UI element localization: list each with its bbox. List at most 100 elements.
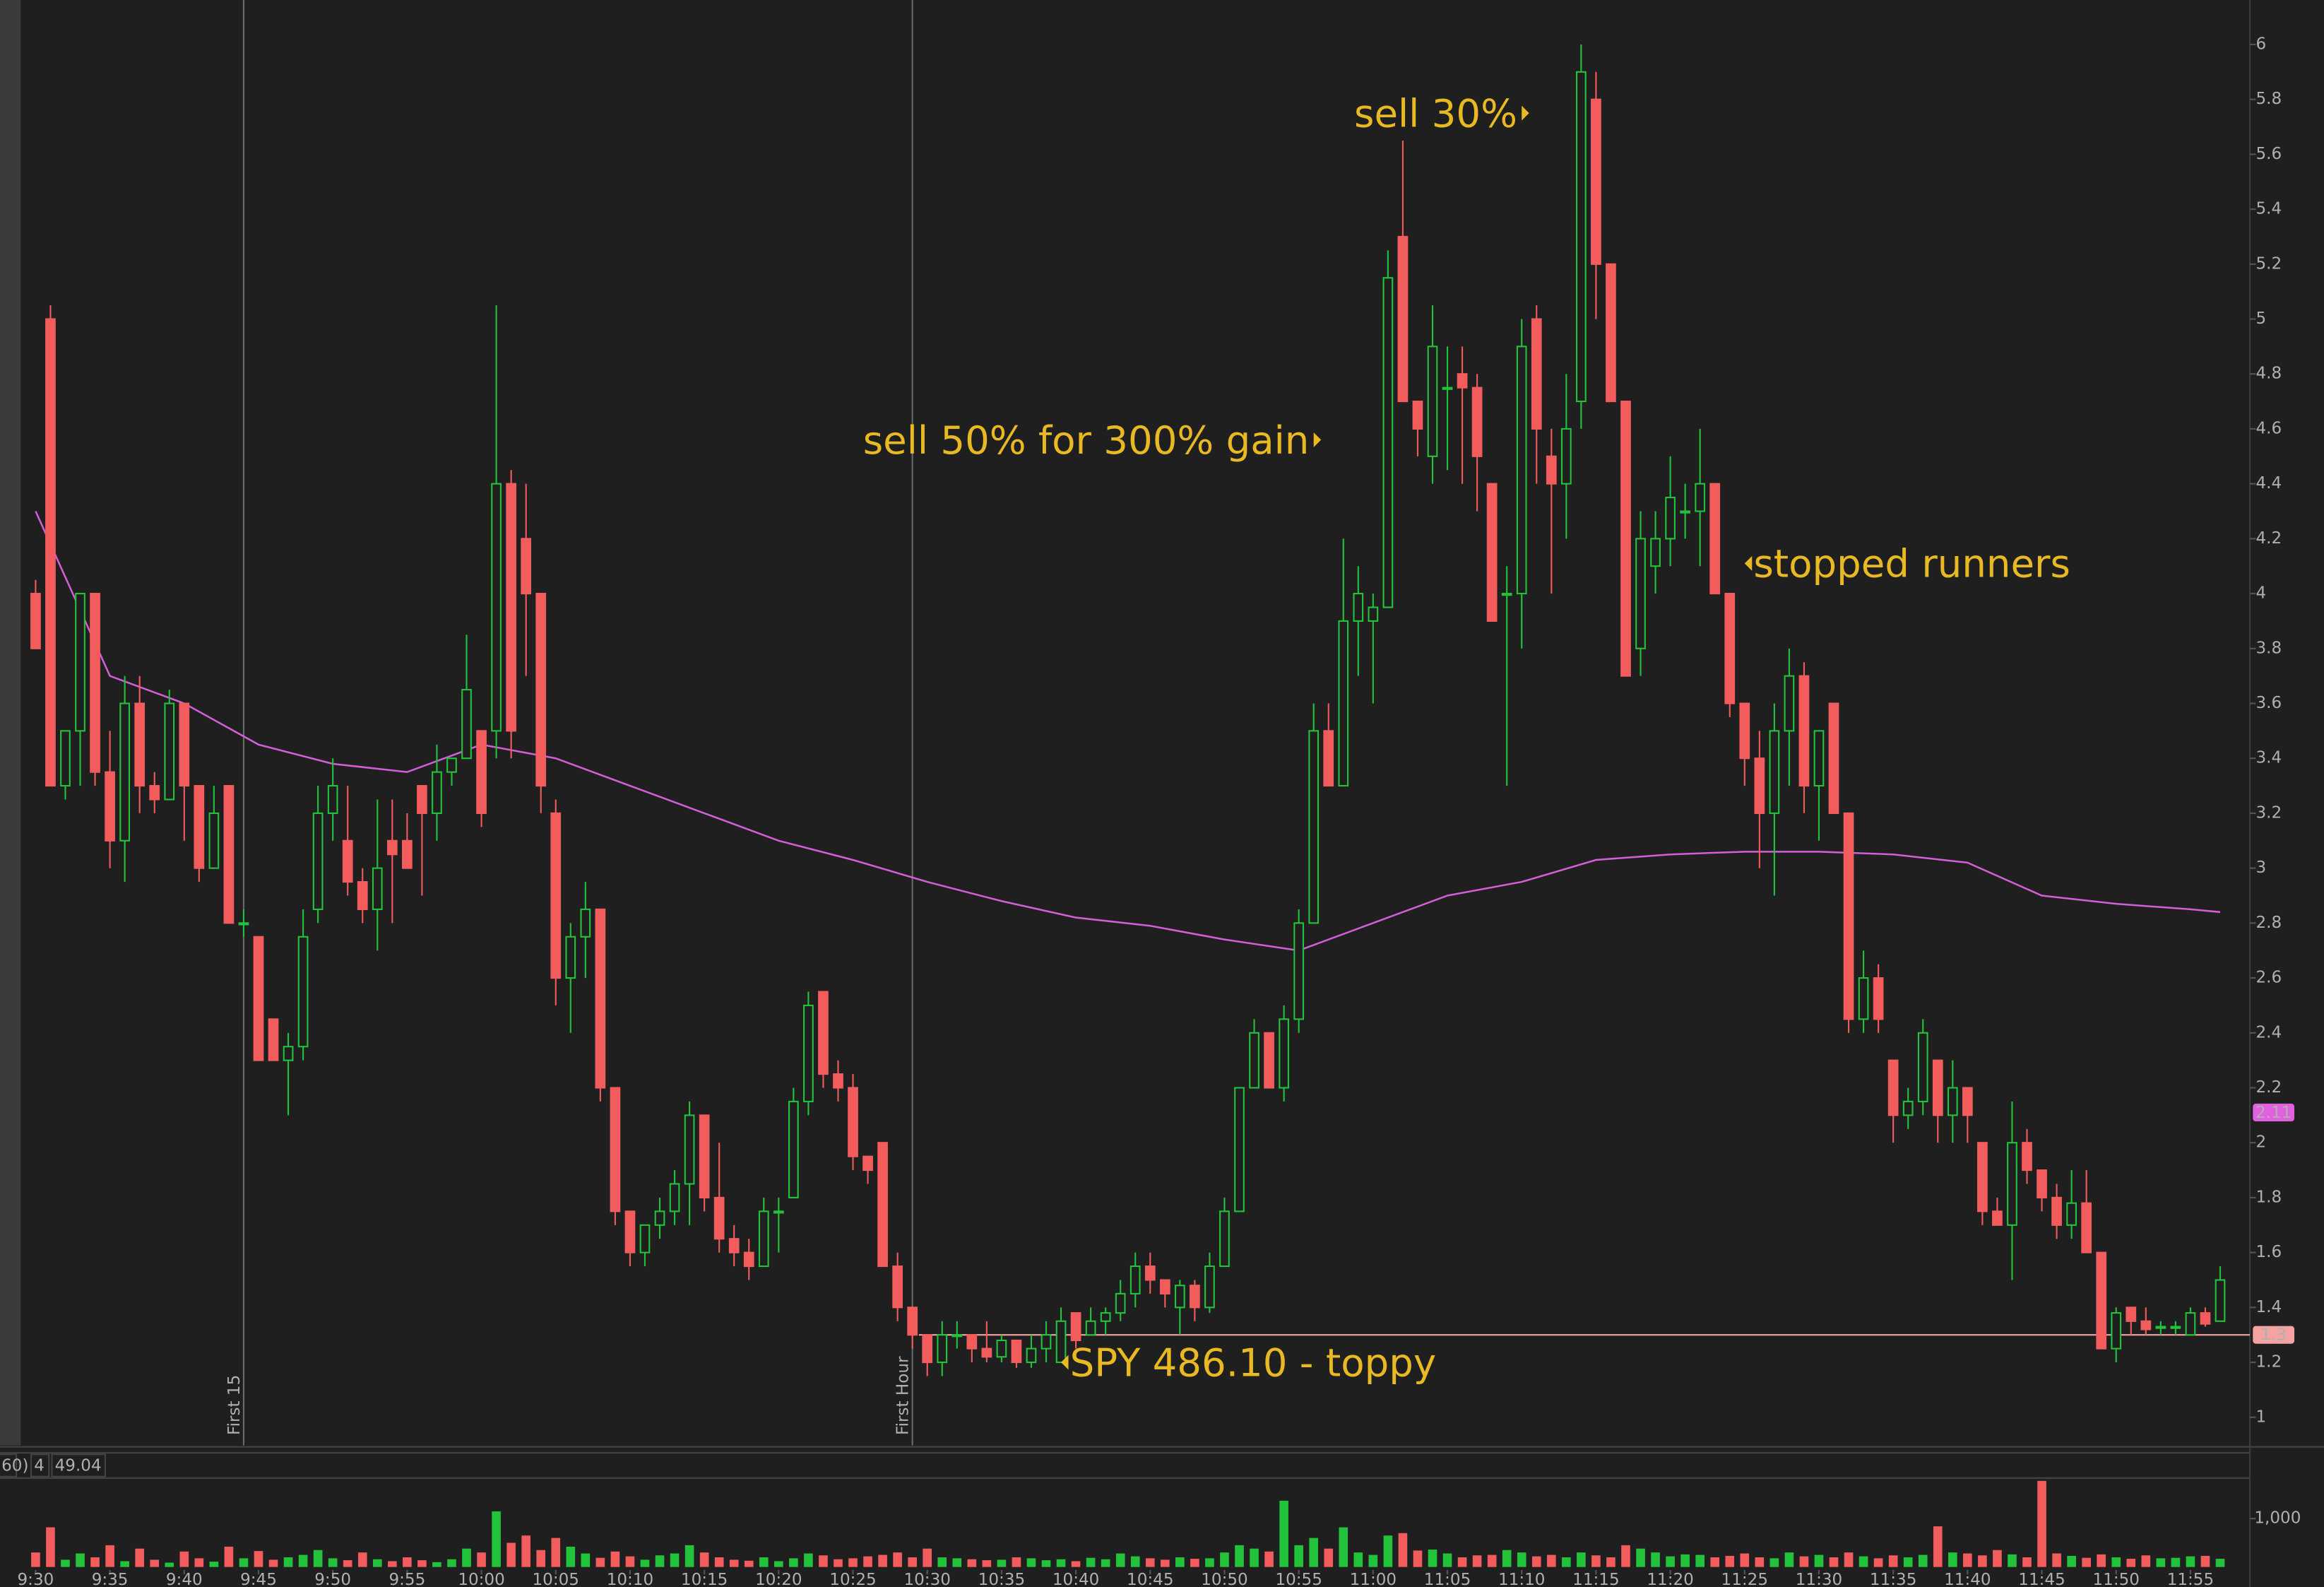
- volume-bar: [1978, 1555, 1987, 1567]
- volume-bar: [1755, 1557, 1765, 1567]
- volume-bar: [477, 1552, 486, 1567]
- candle-body: [1591, 98, 1601, 265]
- candle-body: [2140, 1320, 2152, 1331]
- candle-body: [1858, 977, 1869, 1020]
- candle-body: [30, 593, 41, 649]
- candle-body: [1902, 1100, 1914, 1116]
- volume-bar: [1621, 1545, 1630, 1567]
- candle-body: [417, 785, 427, 814]
- candle-body: [1843, 812, 1854, 1020]
- volume-bar: [1844, 1552, 1854, 1567]
- volume-bar: [1740, 1553, 1750, 1567]
- volume-bar: [1517, 1552, 1526, 1567]
- volume-bar: [254, 1551, 263, 1567]
- candle-body: [1680, 510, 1691, 514]
- volume-bar: [1546, 1554, 1556, 1567]
- candle-body: [1427, 346, 1438, 457]
- volume-bar: [1294, 1545, 1303, 1567]
- volume-bar: [492, 1511, 501, 1567]
- candle-body: [1159, 1279, 1170, 1294]
- volume-bar: [1101, 1559, 1110, 1567]
- volume-bar: [105, 1545, 114, 1567]
- volume-bar: [1591, 1555, 1601, 1567]
- candle-body: [1323, 730, 1334, 787]
- volume-bar: [268, 1559, 278, 1567]
- volume-bar: [878, 1554, 887, 1567]
- candle-body: [2185, 1312, 2196, 1336]
- candle-body: [1665, 497, 1676, 540]
- candle-body: [2096, 1251, 2107, 1350]
- candle-body: [521, 538, 532, 595]
- candle-body: [1085, 1320, 1096, 1336]
- candle-body: [1531, 318, 1542, 430]
- volume-bar: [343, 1560, 352, 1567]
- candle-body: [179, 702, 190, 787]
- candle-body: [60, 730, 71, 787]
- x-tick-label: 11:10: [1498, 1571, 1545, 1587]
- volume-bar: [2037, 1480, 2046, 1567]
- volume-bar: [625, 1556, 635, 1567]
- volume-bar: [61, 1559, 70, 1567]
- candle-body: [223, 785, 235, 924]
- volume-bar: [789, 1558, 798, 1567]
- candle-body: [1486, 483, 1498, 622]
- candle-body: [1442, 387, 1453, 390]
- candle-body: [1546, 455, 1557, 485]
- volume-bar: [1562, 1557, 1571, 1567]
- y-tick-label: 1: [2255, 1408, 2266, 1426]
- candle-body: [386, 839, 398, 856]
- volume-bar: [372, 1559, 382, 1567]
- annotation-pointer: [1313, 432, 1322, 447]
- y-tick-label: 1.4: [2255, 1298, 2282, 1316]
- volume-bar: [714, 1557, 724, 1567]
- volume-bar: [1175, 1557, 1185, 1567]
- annotation: sell 50% for 300% gain: [863, 418, 1310, 463]
- volume-bar: [1695, 1554, 1705, 1567]
- annotation-pointer: [1061, 1355, 1069, 1370]
- candle-body: [2081, 1202, 2092, 1253]
- y-tick-label: 5.4: [2255, 200, 2282, 218]
- candle-body: [1397, 235, 1409, 403]
- volume-bar: [744, 1560, 754, 1567]
- x-tick-label: 10:50: [1201, 1571, 1247, 1587]
- candle-body: [669, 1183, 680, 1213]
- volume-bar: [209, 1562, 219, 1567]
- volume-bar: [1115, 1553, 1125, 1567]
- volume-bar: [997, 1559, 1007, 1567]
- volume-bar: [1814, 1554, 1824, 1567]
- volume-bar: [1963, 1553, 1972, 1567]
- volume-bar: [328, 1558, 338, 1567]
- candle-body: [164, 702, 175, 801]
- candle-body: [1249, 1032, 1259, 1089]
- volume-bar: [1666, 1556, 1675, 1567]
- volume-bar: [610, 1551, 620, 1567]
- candle-body: [1219, 1210, 1230, 1268]
- volume-bar: [447, 1559, 456, 1567]
- volume-bar: [1651, 1552, 1660, 1567]
- volume-header-box: [51, 1453, 107, 1477]
- candle-body: [1977, 1142, 1988, 1213]
- volume-bar: [595, 1557, 605, 1567]
- x-tick-label: 11:00: [1350, 1571, 1397, 1587]
- volume-bar: [2186, 1556, 2195, 1567]
- candle-body: [1234, 1087, 1245, 1213]
- candle-body: [283, 1046, 294, 1061]
- volume-bar: [1309, 1538, 1319, 1567]
- price-label: 2.11: [2255, 1104, 2292, 1122]
- volume-bar: [1250, 1548, 1259, 1567]
- x-tick-label: 10:25: [829, 1571, 876, 1587]
- candle-body: [1041, 1334, 1052, 1350]
- candle-body: [937, 1334, 948, 1364]
- volume-header: 49.04: [55, 1457, 102, 1475]
- y-tick-label: 4.6: [2255, 419, 2282, 437]
- candle-body: [654, 1210, 665, 1226]
- candle-body: [684, 1114, 695, 1185]
- volume-bar: [2111, 1557, 2121, 1567]
- volume-bar: [982, 1560, 992, 1567]
- volume-bar: [150, 1559, 160, 1567]
- candle-body: [1992, 1210, 2003, 1226]
- volume-tick-label: 1,000: [2254, 1509, 2301, 1528]
- candle-body: [624, 1210, 636, 1253]
- candle-body: [134, 702, 146, 787]
- candle-body: [1338, 620, 1349, 787]
